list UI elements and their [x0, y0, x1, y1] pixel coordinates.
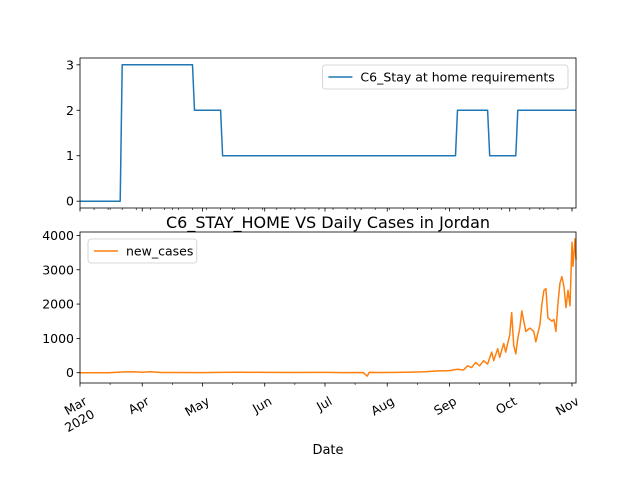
axes-frame — [79, 231, 577, 384]
y-tick-label: 1000 — [42, 331, 74, 346]
svg-text:Jul: Jul — [313, 393, 334, 414]
legend-label: C6_Stay at home requirements — [360, 70, 554, 85]
y-tick-label: 0 — [66, 365, 74, 380]
legend-box — [87, 238, 198, 264]
y-tick-label: 3 — [66, 57, 74, 72]
y-tick-label: 4000 — [42, 228, 74, 243]
series-line-new-cases — [80, 238, 577, 377]
series-line-c6-stay-at-home-requirements — [80, 64, 576, 202]
y-tick-label: 0 — [66, 194, 74, 209]
top-plot-stay-home: 0 1 2 3 C6_Stay at home requirements — [66, 57, 577, 212]
y-tick-label: 1 — [66, 148, 74, 163]
y-tick-label: 2 — [66, 103, 74, 118]
x-axis-label: Date — [312, 443, 343, 458]
x-tick-label: Jul — [313, 393, 334, 414]
legend: new_cases — [87, 238, 198, 264]
axes-frame — [79, 57, 577, 209]
legend-label: new_cases — [126, 244, 193, 259]
y-tick-label: 3000 — [42, 262, 74, 277]
chart-title: C6_STAY_HOME VS Daily Cases in Jordan — [166, 213, 490, 233]
legend: C6_Stay at home requirements — [321, 64, 569, 90]
legend-box — [321, 64, 569, 90]
y-tick-label: 2000 — [42, 297, 74, 312]
